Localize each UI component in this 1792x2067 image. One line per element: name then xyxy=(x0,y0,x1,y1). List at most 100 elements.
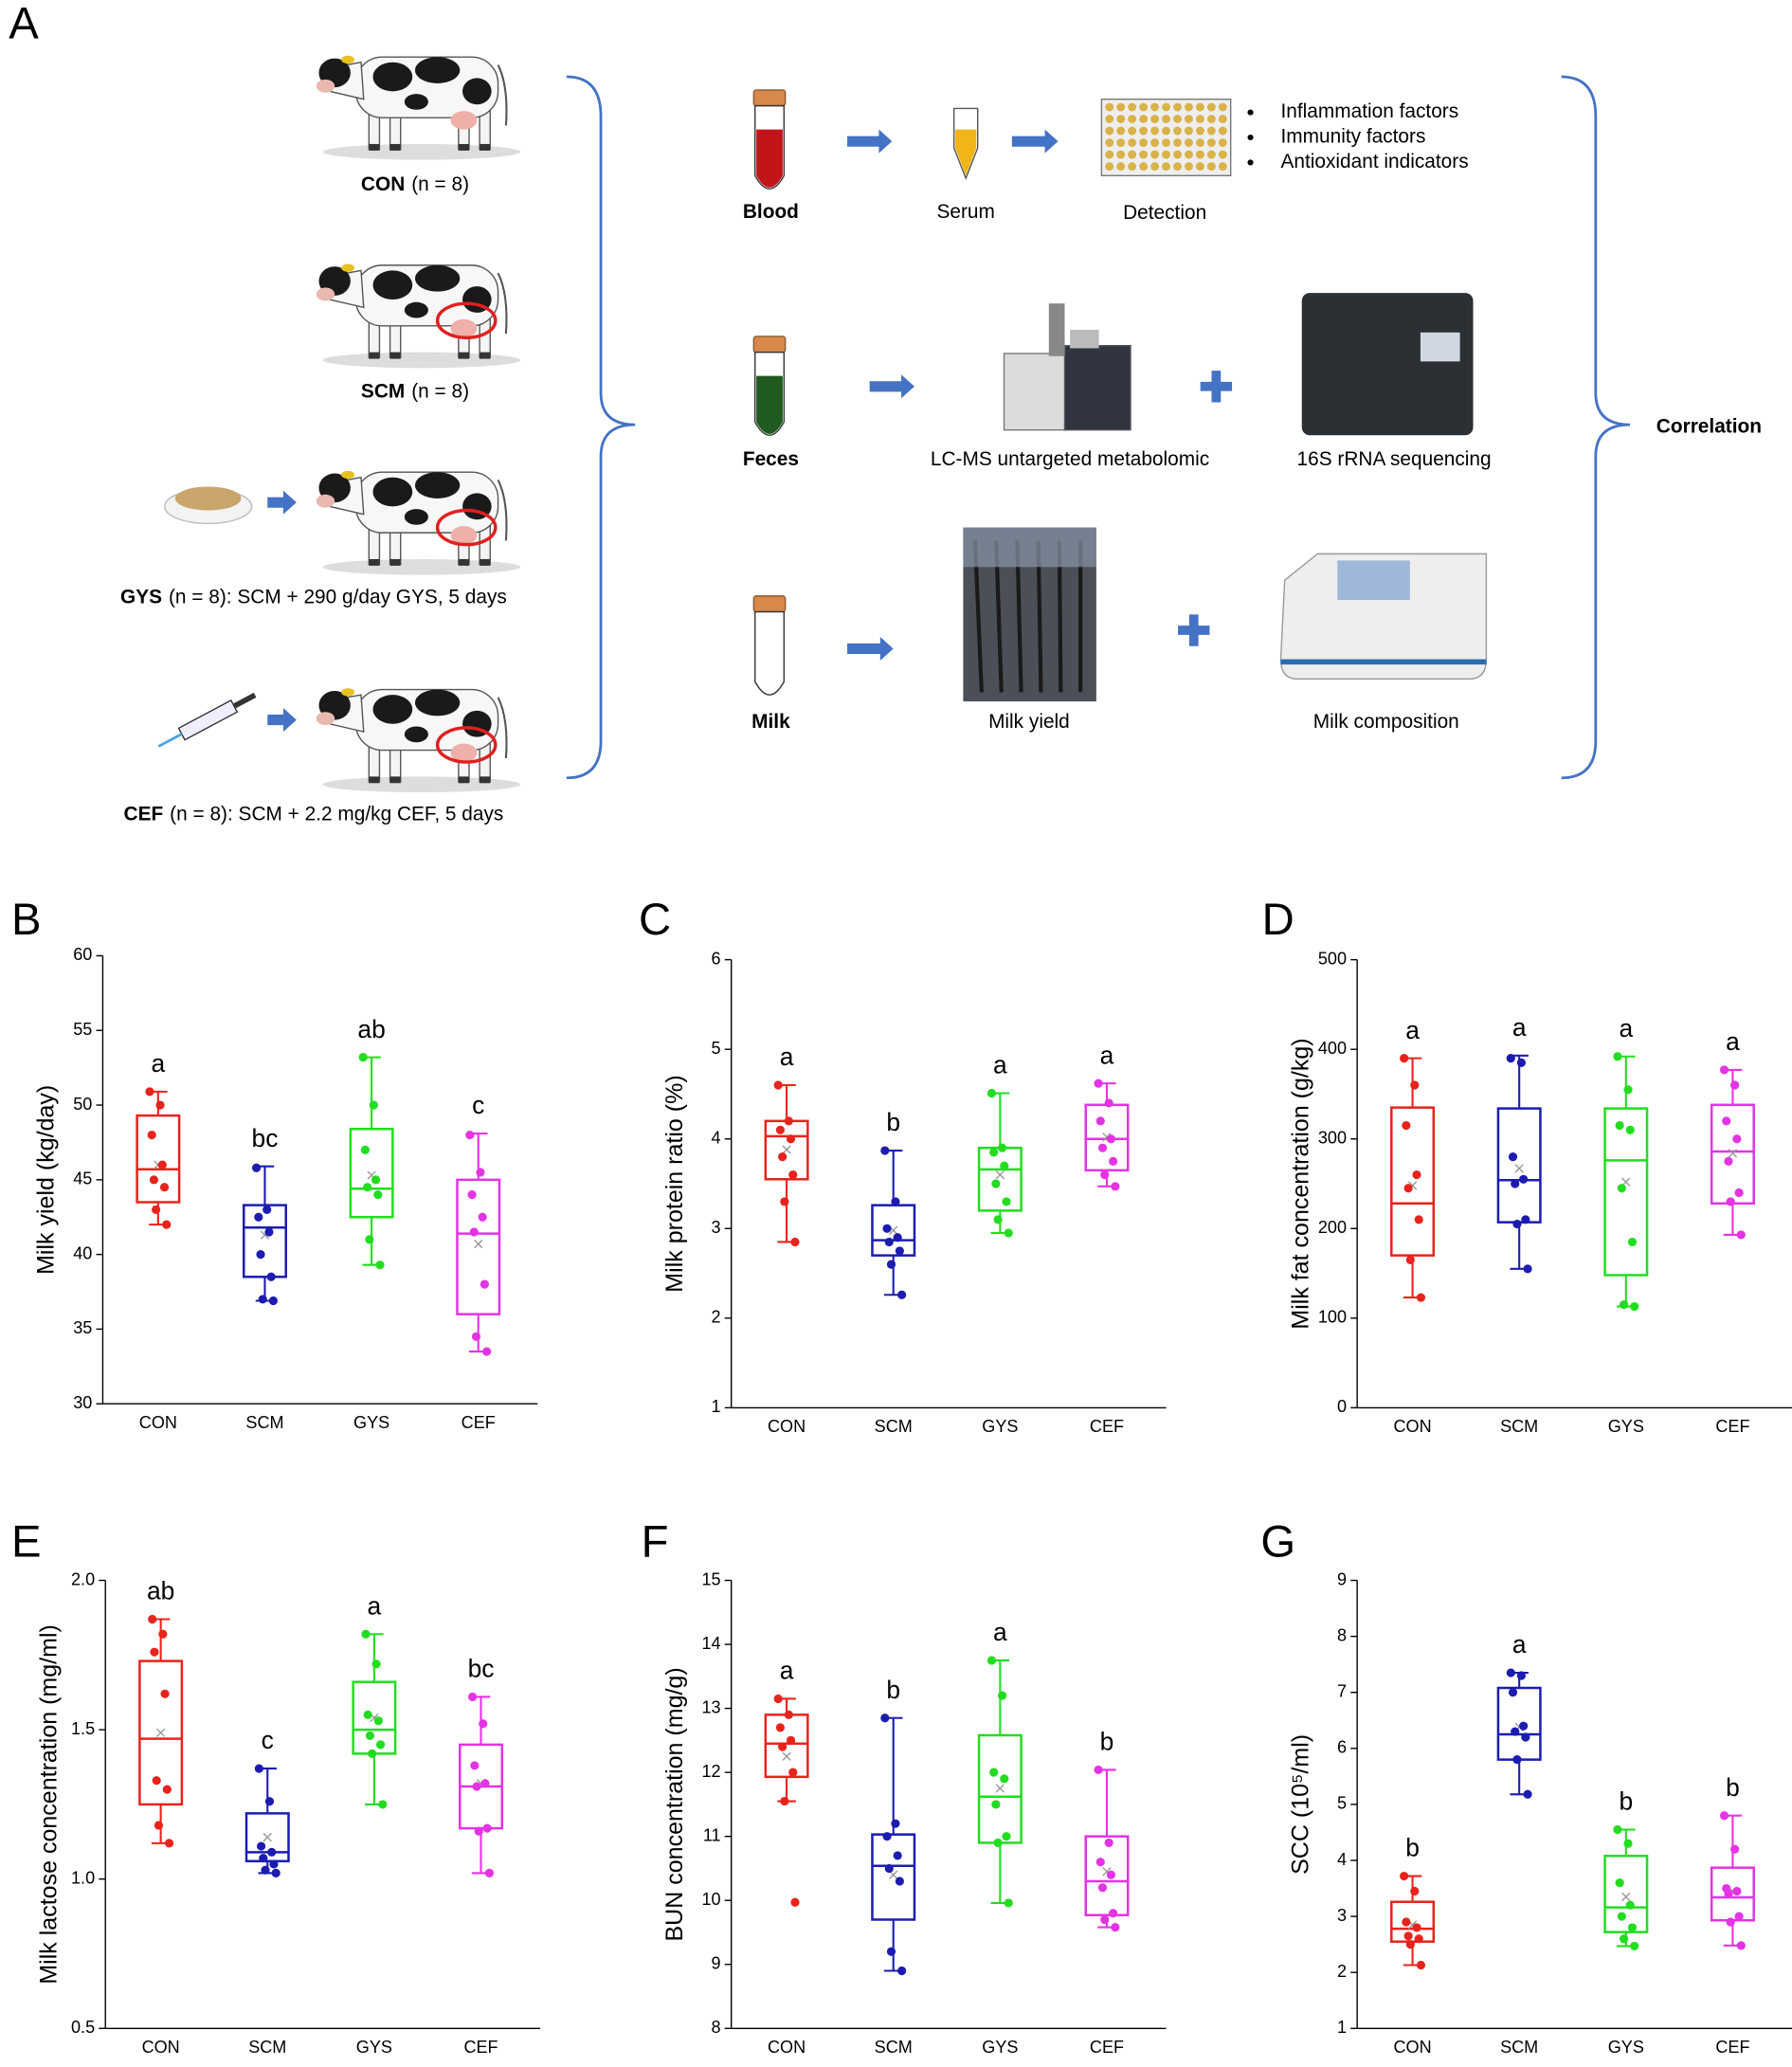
data-point xyxy=(884,1237,894,1247)
y-tick-label: 6 xyxy=(1337,1738,1347,1757)
powder xyxy=(174,486,242,511)
bullet xyxy=(1247,134,1254,141)
data-point xyxy=(1506,1668,1515,1677)
data-point xyxy=(262,1205,272,1214)
data-point xyxy=(1617,1184,1626,1193)
y-axis-label: Milk yield (kg/day) xyxy=(33,1085,60,1275)
well xyxy=(1195,115,1204,123)
well xyxy=(1162,102,1170,112)
x-tick-label: CEF xyxy=(463,2038,498,2057)
data-point xyxy=(1730,1080,1740,1090)
data-point xyxy=(469,1227,479,1237)
group-desc: (n = 8): SCM + 2.2 mg/kg CEF, 5 days xyxy=(170,803,503,825)
hoof xyxy=(389,352,401,359)
y-tick-label: 14 xyxy=(701,1634,720,1653)
data-point xyxy=(997,1691,1007,1700)
well xyxy=(1105,126,1114,136)
well xyxy=(1195,162,1204,172)
significance-letter: a xyxy=(1100,1041,1114,1069)
data-point xyxy=(1000,1161,1009,1170)
data-point xyxy=(155,1100,165,1110)
data-point xyxy=(148,1614,157,1624)
panel-label: E xyxy=(11,1516,42,1567)
data-point xyxy=(373,1716,383,1726)
data-point xyxy=(478,1212,487,1222)
data-point xyxy=(987,1088,997,1098)
data-point xyxy=(1516,1058,1526,1067)
hoof xyxy=(369,558,380,566)
well xyxy=(1185,138,1193,148)
data-point xyxy=(1002,1832,1011,1841)
well xyxy=(1139,150,1149,159)
data-point xyxy=(476,1168,485,1177)
x-tick-label: SCM xyxy=(875,1417,913,1436)
x-tick-label: CEF xyxy=(1090,2038,1124,2057)
data-point xyxy=(1719,1811,1729,1821)
data-point xyxy=(261,1865,270,1875)
cow-illustration xyxy=(316,55,521,160)
data-point xyxy=(1095,1858,1105,1867)
ear xyxy=(341,263,355,272)
y-tick-label: 400 xyxy=(1318,1039,1347,1058)
data-point xyxy=(1402,1917,1411,1927)
data-point xyxy=(375,1740,386,1750)
data-point xyxy=(371,1659,381,1669)
data-point xyxy=(1726,1197,1735,1206)
data-point xyxy=(157,1160,167,1169)
tail xyxy=(497,480,508,541)
group-label: GYS (n = 8): SCM + 290 g/day GYS, 5 days xyxy=(120,586,507,607)
data-point xyxy=(1104,1838,1113,1848)
arrow xyxy=(847,636,894,662)
box xyxy=(456,1178,501,1315)
data-point xyxy=(1734,1188,1744,1198)
data-point xyxy=(266,1272,276,1281)
ear xyxy=(341,55,355,64)
data-point xyxy=(1400,1054,1409,1063)
significance-letter: a xyxy=(368,1591,382,1620)
data-point xyxy=(1506,1054,1515,1063)
well xyxy=(1162,126,1170,136)
data-point xyxy=(1414,1215,1423,1224)
data-point xyxy=(154,1821,163,1830)
spot xyxy=(414,472,461,499)
box xyxy=(977,1146,1023,1212)
data-point xyxy=(1004,1228,1013,1238)
data-point xyxy=(371,1175,381,1185)
data-point xyxy=(1630,1301,1639,1312)
data-point xyxy=(882,1224,892,1233)
data-point xyxy=(1732,1134,1742,1144)
y-tick-label: 13 xyxy=(701,1697,720,1716)
tube-cap xyxy=(752,89,787,107)
data-point xyxy=(160,1689,170,1698)
y-axis-label: BUN concentration (mg/g) xyxy=(661,1667,688,1941)
arrow xyxy=(869,374,914,399)
data-point xyxy=(152,1205,161,1214)
data-point xyxy=(1004,1898,1013,1908)
x-tick-label: SCM xyxy=(245,1413,283,1432)
data-point xyxy=(471,1332,481,1341)
spot xyxy=(404,301,428,318)
spot xyxy=(372,695,413,724)
data-point xyxy=(149,1175,158,1185)
instrument-stripe xyxy=(1280,659,1487,665)
data-point xyxy=(1512,1219,1522,1229)
data-point xyxy=(267,1847,277,1857)
well xyxy=(1150,138,1160,148)
data-point xyxy=(1104,1098,1113,1108)
box xyxy=(242,1204,287,1278)
x-tick-label: CON xyxy=(768,1417,805,1436)
panel-label: A xyxy=(9,0,39,49)
significance-letter: c xyxy=(262,1726,274,1754)
data-point xyxy=(1630,1941,1639,1951)
data-point xyxy=(1512,1755,1522,1765)
x-tick-label: CON xyxy=(1393,2038,1431,2057)
significance-letter: a xyxy=(152,1049,166,1078)
data-point xyxy=(1724,1156,1733,1166)
y-tick-label: 60 xyxy=(73,945,92,964)
data-point xyxy=(474,1826,483,1836)
y-tick-label: 1.5 xyxy=(71,1719,95,1738)
significance-letter: bc xyxy=(252,1124,279,1152)
sample-label: Blood xyxy=(743,201,799,223)
instrument-screen xyxy=(1337,560,1410,601)
data-point xyxy=(1619,1934,1629,1944)
